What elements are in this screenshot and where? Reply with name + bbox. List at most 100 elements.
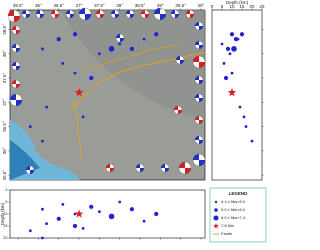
depth-lat-event: [229, 32, 235, 37]
map-event: [97, 52, 101, 56]
x-tick-label: 25: [259, 4, 265, 9]
depth-lon-event: [41, 207, 44, 211]
beachball-quadrant: [12, 44, 20, 52]
beachball-quadrant: [195, 76, 203, 84]
figure: Depth (km) Depth (km) LEGEND 35.5° 36° 36.…: [0, 0, 267, 243]
beachball-quadrant: [193, 154, 205, 166]
map-event: [73, 71, 77, 75]
depth-lat-event: [231, 46, 237, 52]
fault: [79, 44, 181, 71]
y-tick-label: 36°: [2, 147, 7, 154]
depth-lon-event: [97, 210, 101, 214]
x-tick-label: 15: [239, 4, 245, 9]
beachball-quadrant: [171, 10, 179, 18]
depth-lon-event: [81, 227, 85, 230]
x-tick-label: 37.5°: [94, 3, 105, 8]
x-tick-label: 38.5°: [135, 3, 146, 8]
beachball-quadrant: [116, 34, 124, 42]
depth-lat-event: [233, 37, 239, 42]
beachball-quadrant: [174, 106, 182, 114]
beachball-quadrant: [12, 26, 20, 34]
legend-symbol: [213, 223, 219, 229]
beachball-quadrant: [111, 10, 119, 18]
x-tick-label: 39.5°: [175, 3, 186, 8]
beachball-quadrant: [8, 10, 20, 22]
beachball-quadrant: [136, 164, 144, 172]
legend-label: 4.1 ≤ Mw<5.0: [221, 199, 246, 204]
depth-lat-event-star: [227, 88, 237, 97]
beachball-quadrant: [126, 10, 134, 18]
y-tick-label: 36.5°: [2, 121, 7, 132]
y-tick-label: 38.5°: [2, 24, 7, 35]
depth-lon-event: [28, 229, 32, 233]
map-event: [56, 37, 61, 42]
x-tick-label: 37°: [76, 3, 83, 8]
beachball-quadrant: [161, 164, 169, 172]
depth-lat-event: [236, 37, 240, 41]
depth-lon-event: [118, 200, 122, 204]
beachball-quadrant: [106, 164, 114, 172]
depth-lon-event: [56, 216, 61, 221]
y-tick-label: 37.5°: [2, 73, 7, 84]
x-tick-label: 36.5°: [53, 3, 64, 8]
y-tick-label: 0: [5, 188, 7, 192]
map-event: [108, 46, 115, 52]
y-tick-label: 35.5°: [2, 170, 7, 181]
beachball-quadrant: [12, 62, 20, 70]
map-event: [154, 32, 159, 37]
beachball-quadrant: [12, 80, 20, 88]
beachball-quadrant: [195, 116, 203, 124]
y-tick-label: 20: [3, 236, 7, 240]
x-tick-label: 39°: [157, 3, 164, 8]
map-event: [89, 75, 94, 81]
depth-lat-event: [225, 46, 231, 51]
depth-bottom-frame: [9, 189, 206, 239]
depth-lat-event: [250, 139, 254, 143]
fault: [69, 51, 206, 111]
map-event-star: [74, 88, 84, 97]
depth-right-frame: [211, 9, 263, 181]
beachball-quadrant: [154, 8, 166, 20]
y-tick-label: 10: [3, 212, 7, 216]
map-event: [61, 62, 65, 65]
legend-symbol: [214, 200, 218, 204]
fault: [74, 99, 83, 161]
depth-lat-event: [228, 52, 232, 56]
x-tick-label: 10: [229, 4, 235, 9]
x-tick-label: 0: [211, 4, 214, 9]
map-event: [129, 46, 134, 51]
legend-label: 5.0 ≤ Mw<6.0: [221, 207, 246, 212]
y-tick-label: 37°: [2, 99, 7, 106]
axis-label: Depth (km): [226, 0, 249, 5]
depth-lon-event: [154, 211, 159, 217]
beachball-quadrant: [66, 10, 74, 18]
map-event: [72, 32, 78, 37]
map-event: [142, 37, 146, 41]
x-tick-label: 40°: [198, 3, 205, 8]
beachball-quadrant: [195, 136, 203, 144]
depth-lat-event: [220, 42, 224, 46]
beachball-quadrant: [186, 10, 194, 18]
beachball-quadrant: [26, 166, 34, 174]
map-event: [28, 125, 32, 128]
depth-lon-event: [41, 236, 44, 240]
legend-label: 6.0 ≤ Mw<7.4: [221, 215, 246, 220]
beachball-quadrant: [176, 56, 184, 64]
beachball-quadrant: [51, 10, 59, 18]
depth-lat-event: [222, 62, 226, 65]
x-tick-label: 20: [249, 4, 255, 9]
y-tick-label: 38°: [2, 50, 7, 57]
y-tick-label: 5: [5, 200, 7, 204]
terrain: [60, 10, 205, 120]
map-event: [41, 139, 44, 143]
depth-lat-event: [244, 125, 248, 128]
map-event: [118, 42, 122, 46]
map-event: [41, 47, 44, 51]
x-tick-label: 38°: [116, 3, 123, 8]
depth-lat-event: [239, 32, 245, 37]
beachball-quadrant: [10, 94, 22, 106]
depth-lon-event: [45, 222, 48, 226]
depth-lat-event: [230, 71, 234, 75]
x-tick-label: 35.5°: [13, 3, 24, 8]
legend-symbol: [214, 208, 218, 212]
